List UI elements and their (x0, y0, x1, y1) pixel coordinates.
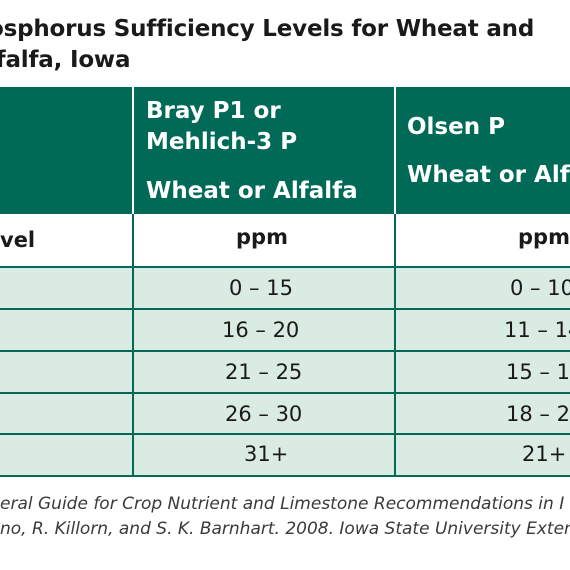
olsen-value-1: 0 – 10 (510, 276, 570, 300)
column-divider (394, 214, 396, 476)
table-row (0, 435, 570, 475)
header-olsen-p: Olsen P (407, 112, 505, 143)
olsen-value-2: 11 – 14 (504, 318, 570, 342)
table-header (0, 87, 570, 214)
row-divider (0, 433, 570, 435)
table-bottom-rule (0, 475, 570, 477)
olsen-unit: ppm (518, 225, 570, 249)
bray-value-4: 26 – 30 (225, 402, 303, 426)
header-bray-p1: Bray P1 or Mehlich-3 P (146, 96, 297, 158)
table-row (0, 310, 570, 350)
column-divider (394, 87, 396, 214)
row-divider (0, 350, 570, 352)
table-row (0, 394, 570, 434)
bray-value-1: 0 – 15 (229, 276, 293, 300)
bray-unit: ppm (236, 225, 288, 249)
row-divider (0, 392, 570, 394)
olsen-value-5: 21+ (522, 442, 567, 466)
header-olsen-label: Olsen P (407, 114, 505, 140)
row-divider (0, 266, 570, 268)
column-divider (132, 87, 134, 214)
header-bray-crop: Wheat or Alfalfa (146, 176, 358, 207)
source-note-line-1: eral Guide for Crop Nutrient and Limesto… (0, 494, 565, 514)
olsen-value-3: 15 – 17 (506, 360, 570, 384)
title-line-1: osphorus Sufficiency Levels for Wheat an… (0, 16, 535, 42)
table-row (0, 268, 570, 308)
table-row (0, 352, 570, 392)
header-bray-line-2: Mehlich-3 P (146, 129, 298, 155)
header-olsen-crop: Wheat or Alfa (407, 160, 570, 191)
unit-row (0, 214, 570, 266)
level-column-label: vel (0, 228, 36, 252)
row-divider (0, 308, 570, 310)
table-title: osphorus Sufficiency Levels for Wheat an… (0, 14, 570, 76)
header-olsen-crop-label: Wheat or Alfa (407, 162, 570, 188)
source-note-line-2: no, R. Killorn, and S. K. Barnhart. 2008… (0, 519, 570, 539)
bray-value-3: 21 – 25 (225, 360, 303, 384)
title-line-2: lfalfa, Iowa (0, 47, 131, 73)
bray-value-5: 31+ (244, 442, 289, 466)
column-divider (132, 214, 134, 476)
olsen-value-4: 18 – 20 (506, 402, 570, 426)
header-bray-crop-label: Wheat or Alfalfa (146, 178, 358, 204)
bray-value-2: 16 – 20 (222, 318, 300, 342)
header-bray-line-1: Bray P1 or (146, 98, 281, 124)
